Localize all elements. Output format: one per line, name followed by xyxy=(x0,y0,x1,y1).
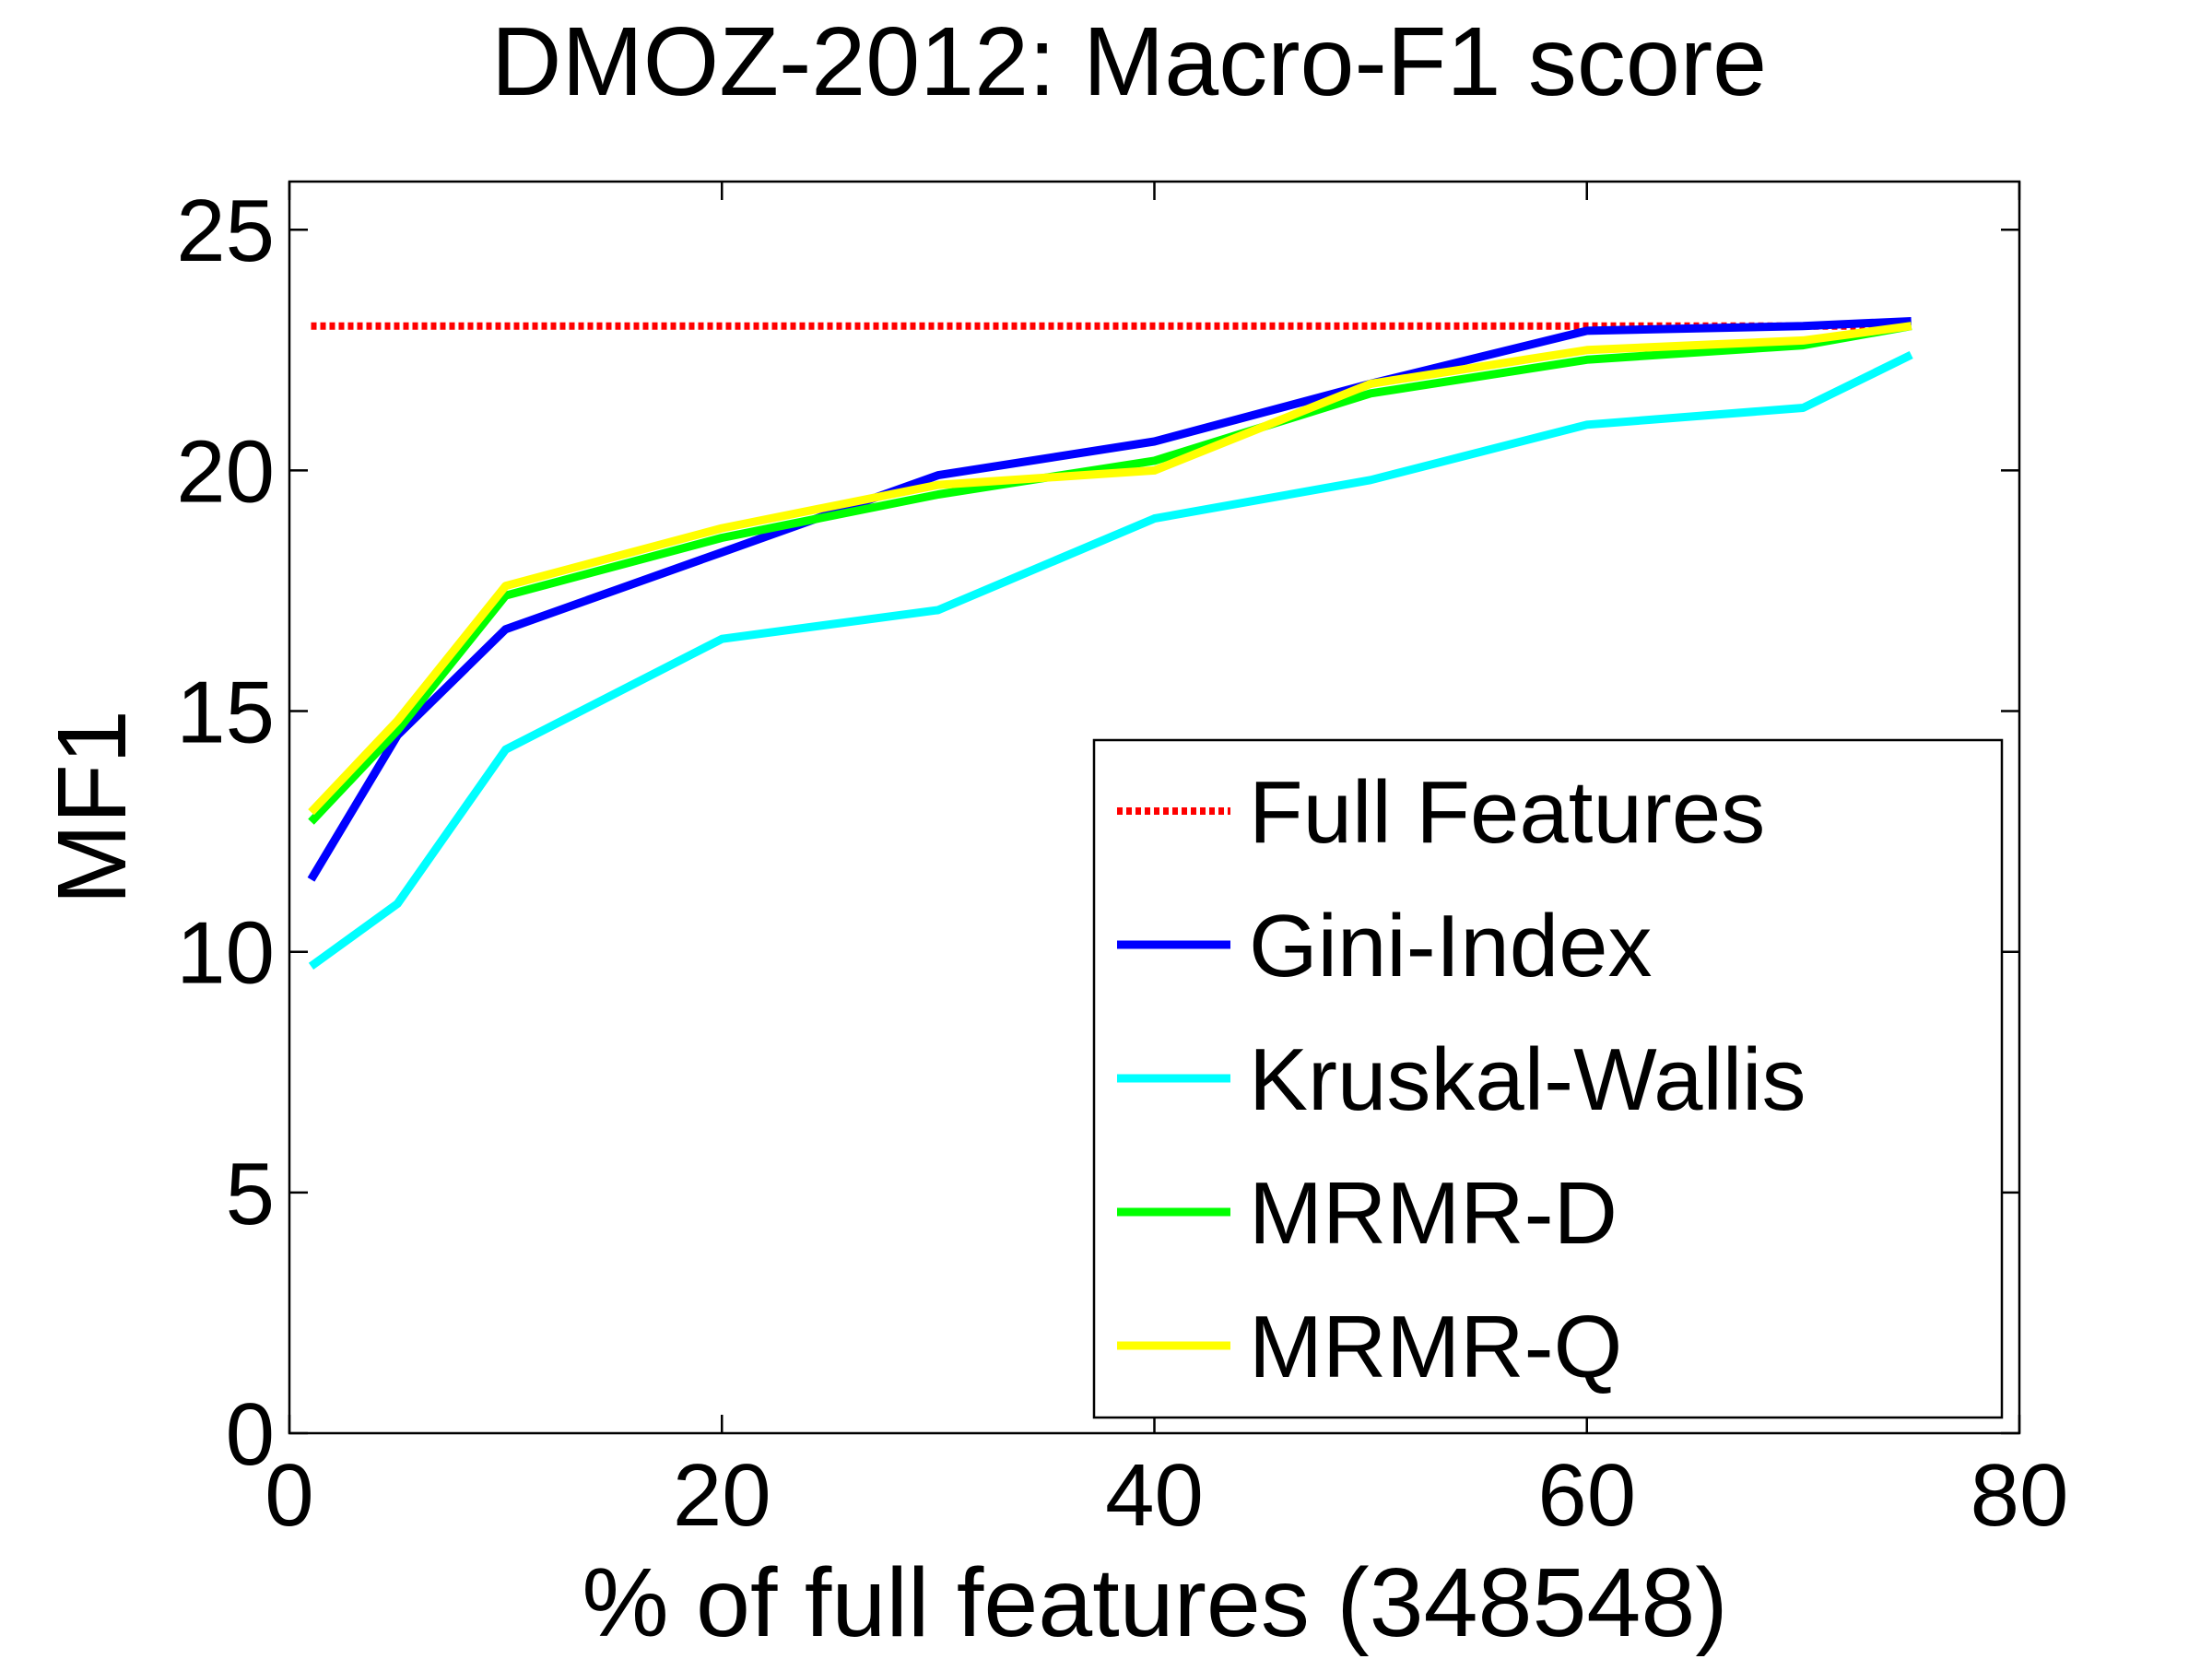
x-tick-label: 40 xyxy=(1105,1446,1204,1545)
series-line-gini-index xyxy=(307,317,1912,882)
y-axis-label: MF1 xyxy=(38,710,147,905)
legend-box xyxy=(1092,738,2004,1419)
legend-label-full-features: Full Features xyxy=(1249,763,1765,862)
x-tick-label: 20 xyxy=(673,1446,771,1545)
y-tick-label: 5 xyxy=(226,1145,275,1243)
series-line-kruskal-wallis xyxy=(308,350,1913,971)
series-line-mrmr-q xyxy=(308,322,1912,816)
y-tick-label: 25 xyxy=(176,182,275,280)
y-tick-label: 20 xyxy=(176,422,275,521)
legend-items: Full Features Gini-Index Kruskal-Wallis MRM… xyxy=(1117,763,1806,1396)
legend-label-gini-index: Gini-Index xyxy=(1249,897,1653,995)
y-tick-label: 15 xyxy=(176,664,275,762)
legend-label-mrmr-d: MRMR-D xyxy=(1249,1164,1618,1263)
series-lines xyxy=(307,317,1913,971)
x-tick-label: 60 xyxy=(1537,1446,1636,1545)
y-tick-label: 10 xyxy=(176,904,275,1003)
y-axis-tick-labels: 0 5 10 15 20 25 xyxy=(176,182,275,1484)
legend-label-kruskal-wallis: Kruskal-Wallis xyxy=(1249,1030,1806,1129)
legend: Full Features Gini-Index Kruskal-Wallis MRM… xyxy=(1092,738,2004,1419)
chart-title: DMOZ-2012: Macro-F1 score xyxy=(491,7,1767,116)
x-tick-label: 80 xyxy=(1971,1446,2069,1545)
y-tick-label: 0 xyxy=(226,1385,275,1484)
x-axis-tick-labels: 0 20 40 60 80 xyxy=(265,1446,2068,1545)
x-axis-label: % of full features (348548) xyxy=(582,1548,1727,1657)
legend-label-mrmr-q: MRMR-Q xyxy=(1249,1298,1622,1396)
x-tick-label: 0 xyxy=(265,1446,313,1545)
